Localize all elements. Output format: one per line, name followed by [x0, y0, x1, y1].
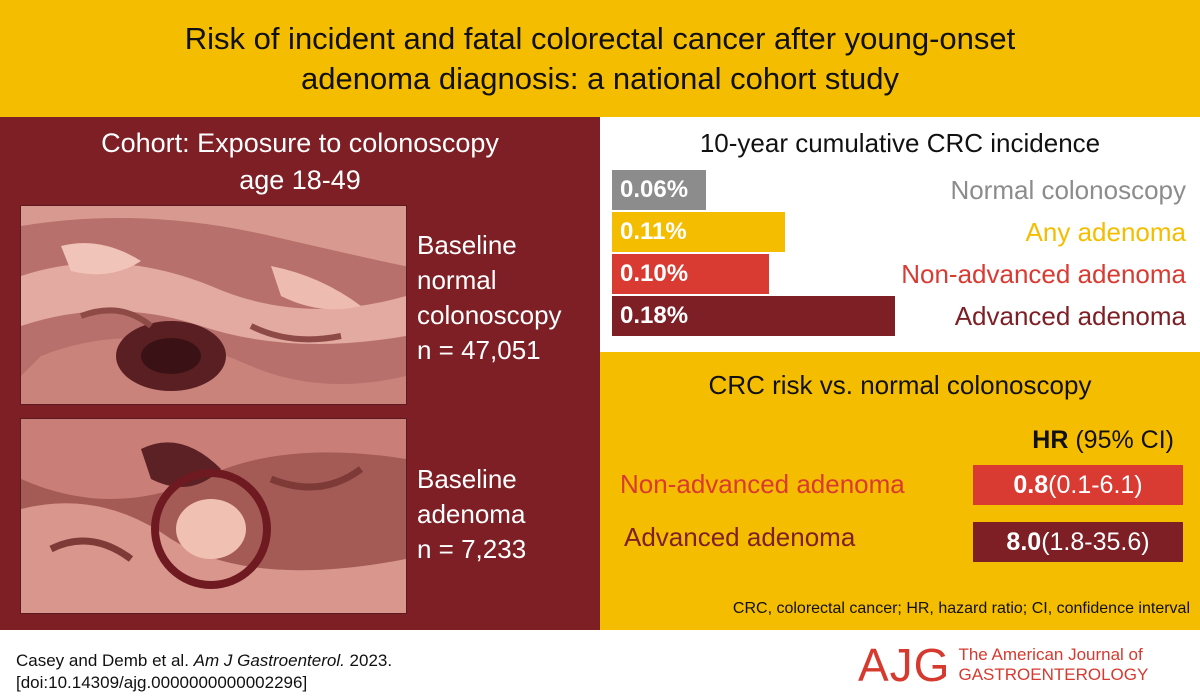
hr-ci-advanced: (1.8-35.6) — [1041, 527, 1150, 556]
title-line-1: Risk of incident and fatal colorectal ca… — [184, 20, 1016, 56]
adenoma-highlight-circle — [151, 469, 271, 589]
normal-colonoscopy-image — [20, 205, 407, 405]
infographic-title: Risk of incident and fatal colorectal ca… — [185, 19, 1016, 99]
citation: Casey and Demb et al. Am J Gastroenterol… — [16, 650, 392, 694]
adenoma-label-line-1: Baseline — [417, 464, 517, 494]
citation-journal: Am J Gastroenterol. — [193, 651, 345, 670]
incidence-bar-label: Advanced adenoma — [954, 301, 1186, 331]
normal-sample-size: n = 47,051 — [417, 335, 541, 365]
adenoma-sample-size: n = 7,233 — [417, 534, 527, 564]
adenoma-colonoscopy-image — [20, 418, 407, 614]
adenoma-label-line-2: adenoma — [417, 499, 526, 529]
incidence-bar: 0.10% — [612, 254, 769, 294]
logo-text: The American Journal of GASTROENTEROLOGY — [958, 645, 1148, 685]
citation-year: 2023. — [344, 651, 393, 670]
normal-label-line-2: normal — [417, 265, 497, 295]
hr-value-nonadvanced: 0.8 — [1013, 470, 1049, 499]
logo-mark: AJG — [858, 639, 951, 691]
incidence-bar-value: 0.10% — [620, 260, 689, 287]
hazard-ratio-title: CRC risk vs. normal colonoscopy — [708, 370, 1092, 400]
normal-label-line-3: colonoscopy — [417, 300, 562, 330]
incidence-bar-label: Non-advanced adenoma — [901, 259, 1186, 289]
incidence-bar: 0.18% — [612, 296, 895, 336]
hr-value-box-advanced: 8.0 (1.8-35.6) — [973, 522, 1183, 562]
incidence-bar: 0.11% — [612, 212, 785, 252]
hazard-ratio-header: HR (95% CI) — [974, 426, 1174, 455]
hr-row-label-nonadvanced: Non-advanced adenoma — [620, 469, 905, 499]
title-line-2: adenoma diagnosis: a national cohort stu… — [300, 60, 899, 96]
hr-ci-nonadvanced: (0.1-6.1) — [1048, 470, 1143, 499]
hr-value-box-nonadvanced: 0.8 (0.1-6.1) — [973, 465, 1183, 505]
title-banner: Risk of incident and fatal colorectal ca… — [0, 0, 1200, 117]
adenoma-group-label: Baseline adenoma n = 7,233 — [417, 462, 526, 567]
cohort-title: Cohort: Exposure to colonoscopy age 18-4… — [0, 125, 600, 199]
logo-line-1: The American Journal of — [958, 645, 1143, 664]
journal-logo: AJG The American Journal of GASTROENTERO… — [858, 638, 1148, 692]
logo-line-2: GASTROENTEROLOGY — [958, 665, 1149, 684]
abbreviations-footnote: CRC, colorectal cancer; HR, hazard ratio… — [732, 600, 1190, 617]
incidence-title: 10-year cumulative CRC incidence — [699, 128, 1101, 158]
hr-value-advanced: 8.0 — [1006, 527, 1042, 556]
normal-group-label: Baseline normal colonoscopy n = 47,051 — [417, 228, 562, 368]
incidence-bar-value: 0.18% — [620, 302, 689, 329]
hr-row-label-advanced: Advanced adenoma — [624, 522, 856, 552]
cohort-title-line-2: age 18-49 — [239, 165, 361, 195]
incidence-bar-value: 0.11% — [620, 218, 687, 245]
hr-header-ci: (95% CI) — [1068, 426, 1174, 454]
citation-authors: Casey and Demb et al. — [16, 651, 194, 670]
cohort-title-line-1: Cohort: Exposure to colonoscopy — [101, 128, 499, 158]
incidence-bar-label: Normal colonoscopy — [950, 175, 1186, 205]
incidence-bar-label: Any adenoma — [1025, 217, 1186, 247]
hr-header-bold: HR — [1032, 426, 1069, 454]
incidence-bar-value: 0.06% — [620, 176, 689, 203]
normal-label-line-1: Baseline — [417, 230, 517, 260]
citation-doi: [doi:10.14309/ajg.0000000000002296] — [16, 673, 308, 692]
incidence-bar: 0.06% — [612, 170, 706, 210]
